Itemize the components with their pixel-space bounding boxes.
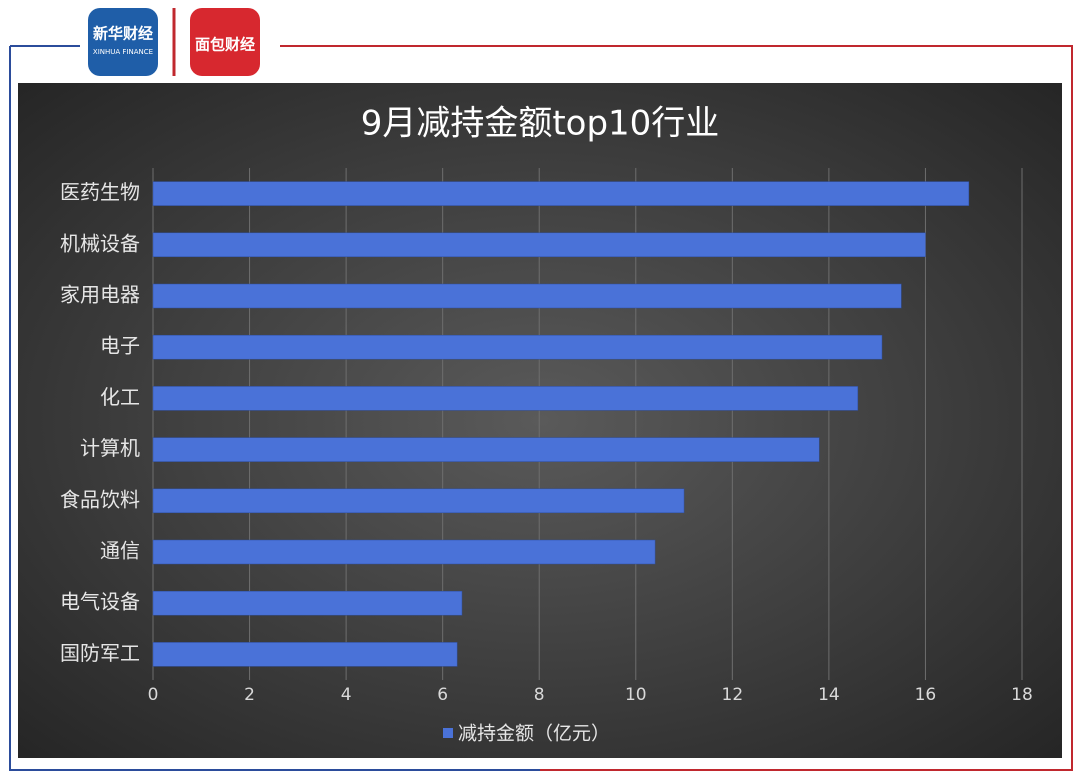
bar — [152, 539, 656, 565]
x-tick-label: 6 — [437, 685, 448, 705]
bar — [152, 334, 883, 360]
chart-title: 9月减持金额top10行业 — [361, 104, 720, 144]
x-tick-label: 12 — [722, 685, 744, 705]
y-tick-label: 食品饮料 — [60, 487, 140, 511]
y-tick-label: 化工 — [100, 385, 140, 409]
x-tick-label: 4 — [341, 685, 352, 705]
legend-label: 减持金额（亿元） — [458, 723, 610, 745]
bar — [152, 386, 859, 411]
logo1 — [88, 8, 158, 76]
x-tick-label: 2 — [244, 685, 255, 705]
y-tick-label: 国防军工 — [60, 641, 140, 665]
bar — [152, 283, 902, 309]
x-tick-label: 16 — [915, 685, 937, 705]
y-tick-label: 家用电器 — [60, 283, 140, 307]
x-tick-label: 0 — [148, 685, 159, 705]
logo1-text: 新华财经 — [93, 25, 153, 43]
x-tick-label: 8 — [534, 685, 545, 705]
bar — [152, 590, 463, 616]
logo1-sub: XINHUA FINANCE — [93, 48, 153, 56]
y-tick-label: 通信 — [100, 539, 140, 563]
x-tick-label: 14 — [818, 685, 840, 705]
y-tick-label: 医药生物 — [60, 180, 140, 204]
bar — [152, 181, 970, 206]
y-tick-label: 计算机 — [80, 436, 140, 460]
y-tick-label: 机械设备 — [60, 231, 140, 255]
x-tick-label: 10 — [625, 685, 647, 705]
legend-swatch — [443, 728, 453, 738]
frame-blue — [9, 45, 540, 771]
logo2-text: 面包财经 — [195, 36, 255, 54]
bar — [152, 437, 820, 462]
bar — [152, 232, 926, 258]
bar — [152, 488, 685, 514]
y-tick-label: 电子 — [100, 334, 140, 358]
logo2 — [190, 8, 260, 76]
bar — [152, 642, 458, 667]
x-tick-label: 18 — [1011, 685, 1033, 705]
frame-red — [280, 45, 1073, 771]
y-tick-label: 电气设备 — [60, 590, 140, 614]
